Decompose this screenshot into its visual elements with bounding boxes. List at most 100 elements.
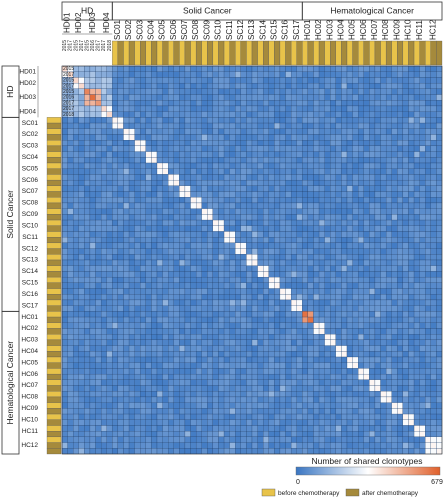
heatmap-cell (358, 431, 364, 438)
heatmap-cell (128, 162, 135, 169)
heatmap-cell (156, 208, 163, 215)
heatmap-cell (123, 316, 130, 323)
heatmap-cell (391, 237, 398, 244)
heatmap-cell (425, 219, 431, 226)
heatmap-cell (128, 179, 135, 186)
heatmap-cell (78, 345, 85, 352)
heatmap-cell (374, 117, 381, 124)
heatmap-cell (363, 162, 370, 169)
heatmap-cell (156, 111, 163, 118)
heatmap-cell (229, 77, 236, 84)
heatmap-cell (268, 202, 275, 209)
heatmap-cell (218, 265, 225, 272)
heatmap-cell (240, 140, 247, 147)
heatmap-cell (73, 174, 79, 181)
heatmap-cell (318, 77, 325, 84)
heatmap-cell (397, 174, 404, 181)
heatmap-cell (240, 100, 247, 107)
heatmap-cell (145, 339, 152, 346)
heatmap-cell (385, 242, 392, 249)
left-track-cell (46, 448, 62, 455)
heatmap-cell (346, 225, 353, 232)
heatmap-cell (223, 334, 230, 341)
heatmap-cell (168, 362, 174, 369)
heatmap-cell (274, 82, 281, 89)
heatmap-cell (201, 351, 208, 358)
heatmap-cell (436, 100, 443, 107)
heatmap-cell (268, 168, 275, 175)
heatmap-cell (413, 436, 420, 443)
heatmap-cell (156, 271, 163, 278)
heatmap-cell (385, 431, 392, 438)
heatmap-cell (212, 134, 219, 141)
heatmap-cell (296, 408, 303, 415)
heatmap-cell (380, 128, 387, 135)
heatmap-cell (251, 122, 258, 129)
heatmap-cell (100, 276, 107, 283)
heatmap-cell (358, 254, 364, 261)
heatmap-cell (374, 368, 381, 375)
heatmap-cell (425, 179, 431, 186)
heatmap-cell (151, 379, 158, 386)
heatmap-cell (123, 322, 130, 329)
heatmap-cell (263, 100, 269, 107)
heatmap-cell (335, 334, 342, 341)
heatmap-cell (374, 436, 381, 443)
heatmap-cell (263, 305, 269, 312)
heatmap-cell (279, 431, 286, 438)
heatmap-cell (162, 322, 169, 329)
heatmap-cell (95, 413, 102, 420)
heatmap-cell (413, 276, 420, 283)
heatmap-cell (307, 134, 314, 141)
left-track-cell (46, 140, 62, 147)
heatmap-cell (346, 185, 353, 192)
heatmap-cell (184, 65, 191, 72)
heatmap-cell (246, 128, 253, 135)
heatmap-cell (168, 288, 174, 295)
heatmap-cell (89, 356, 96, 363)
heatmap-cell (358, 242, 364, 249)
heatmap-cell (140, 436, 146, 443)
heatmap-cell (201, 157, 208, 164)
heatmap-cell (251, 396, 258, 403)
heatmap-cell (179, 185, 186, 192)
heatmap-cell (151, 117, 158, 124)
heatmap-cell (173, 122, 180, 129)
heatmap-cell (268, 111, 275, 118)
heatmap-cell (67, 431, 74, 438)
heatmap-cell (268, 128, 275, 135)
heatmap-cell (151, 322, 158, 329)
heatmap-cell (313, 231, 320, 238)
heatmap-cell (358, 276, 364, 283)
heatmap-cell (279, 339, 286, 346)
heatmap-cell (240, 448, 247, 455)
heatmap-cell (100, 225, 107, 232)
heatmap-cell (274, 305, 281, 312)
heatmap-cell (335, 151, 342, 158)
heatmap-cell (117, 242, 124, 249)
heatmap-cell (145, 65, 152, 72)
heatmap-cell (257, 311, 264, 318)
heatmap-cell (246, 265, 253, 272)
heatmap-cell (257, 71, 264, 78)
heatmap-cell (190, 225, 197, 232)
heatmap-cell (128, 140, 135, 147)
heatmap-cell (106, 242, 113, 249)
heatmap-cell (207, 231, 214, 238)
heatmap-cell (425, 391, 431, 398)
heatmap-cell (385, 179, 392, 186)
heatmap-cell (263, 168, 269, 175)
heatmap-cell (318, 185, 325, 192)
heatmap-cell (229, 140, 236, 147)
heatmap-cell (430, 242, 437, 249)
heatmap-cell (128, 168, 135, 175)
heatmap-cell (190, 385, 197, 392)
heatmap-cell (251, 134, 258, 141)
heatmap-cell (369, 145, 376, 152)
heatmap-cell (430, 65, 437, 72)
top-track-cell (436, 40, 443, 66)
heatmap-cell (84, 174, 91, 181)
heatmap-cell (145, 379, 152, 386)
heatmap-cell (162, 197, 169, 204)
heatmap-cell (156, 219, 163, 226)
